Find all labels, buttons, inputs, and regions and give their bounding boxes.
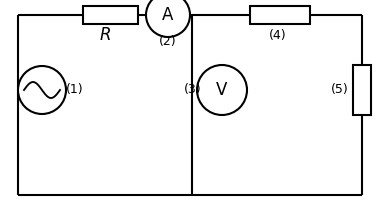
Text: (2): (2): [159, 35, 177, 49]
Text: (3): (3): [184, 84, 202, 97]
Bar: [250, 6, 310, 24]
Text: A: A: [162, 6, 174, 24]
Text: (1): (1): [66, 84, 84, 97]
Text: (5): (5): [331, 84, 349, 97]
Circle shape: [197, 65, 247, 115]
Circle shape: [18, 66, 66, 114]
Bar: [82, 6, 138, 24]
Text: $R$: $R$: [99, 26, 111, 44]
Text: V: V: [216, 81, 228, 99]
Bar: [353, 65, 371, 115]
Text: (4): (4): [269, 29, 287, 42]
Circle shape: [146, 0, 190, 37]
